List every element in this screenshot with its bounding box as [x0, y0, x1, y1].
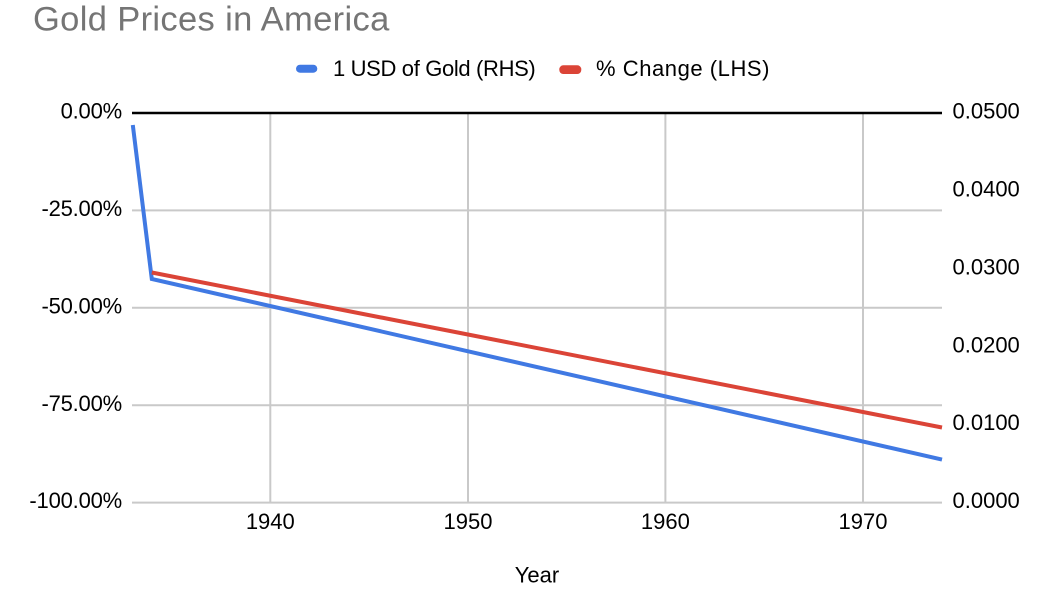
svg-text:Year: Year: [515, 562, 559, 587]
svg-text:0.0100: 0.0100: [953, 410, 1020, 435]
svg-text:-75.00%: -75.00%: [41, 391, 122, 416]
svg-text:% Change (LHS): % Change (LHS): [596, 56, 770, 81]
svg-text:-50.00%: -50.00%: [41, 293, 122, 318]
svg-text:0.0000: 0.0000: [953, 488, 1020, 513]
svg-text:-25.00%: -25.00%: [41, 196, 122, 221]
svg-text:1970: 1970: [839, 509, 888, 534]
svg-text:1940: 1940: [246, 509, 295, 534]
svg-text:0.0400: 0.0400: [953, 177, 1020, 202]
svg-text:0.0500: 0.0500: [953, 99, 1020, 124]
svg-text:-100.00%: -100.00%: [29, 488, 122, 513]
svg-text:1 USD of Gold (RHS): 1 USD of Gold (RHS): [333, 56, 535, 81]
svg-text:0.0200: 0.0200: [953, 332, 1020, 357]
svg-text:1950: 1950: [444, 509, 493, 534]
svg-text:1960: 1960: [641, 509, 690, 534]
svg-text:Gold Prices in America: Gold Prices in America: [33, 1, 390, 39]
svg-text:0.0300: 0.0300: [953, 254, 1020, 279]
svg-text:0.00%: 0.00%: [61, 99, 122, 124]
